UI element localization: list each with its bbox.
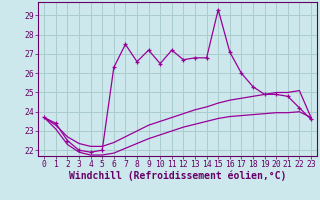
X-axis label: Windchill (Refroidissement éolien,°C): Windchill (Refroidissement éolien,°C) [69, 171, 286, 181]
